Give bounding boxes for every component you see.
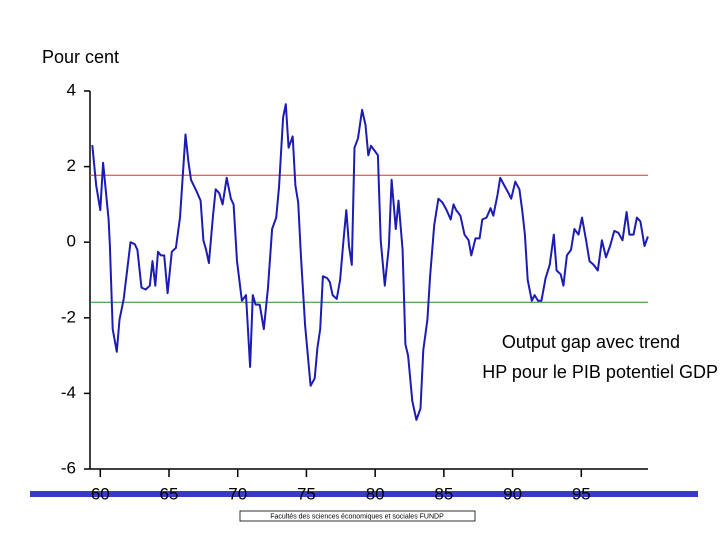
x-tick-label: 65 <box>160 484 179 503</box>
x-tick-label: 80 <box>366 484 385 503</box>
footer-box <box>239 510 476 522</box>
x-tick-label: 60 <box>91 484 110 503</box>
y-tick-label: 0 <box>67 232 76 251</box>
annotation: HP pour le PIB potentiel GDP <box>482 362 718 382</box>
footer: Facultés des sciences économiques et soc… <box>270 513 444 520</box>
y-tick-label: 2 <box>67 156 76 175</box>
x-tick-label: 85 <box>434 484 453 503</box>
x-tick-label: 75 <box>297 484 316 503</box>
y-tick-label: -6 <box>61 458 76 477</box>
annotation: Output gap avec trend <box>502 332 680 352</box>
y-tick-label: -2 <box>61 307 76 326</box>
x-tick-label: 95 <box>572 484 591 503</box>
x-tick-label: 90 <box>503 484 522 503</box>
y-axis-label: Pour cent <box>42 47 119 67</box>
data-line <box>91 103 649 421</box>
y-tick-label: 4 <box>67 80 76 99</box>
y-tick-label: -4 <box>61 383 76 402</box>
footer-bar <box>30 491 698 497</box>
x-tick-label: 70 <box>228 484 247 503</box>
